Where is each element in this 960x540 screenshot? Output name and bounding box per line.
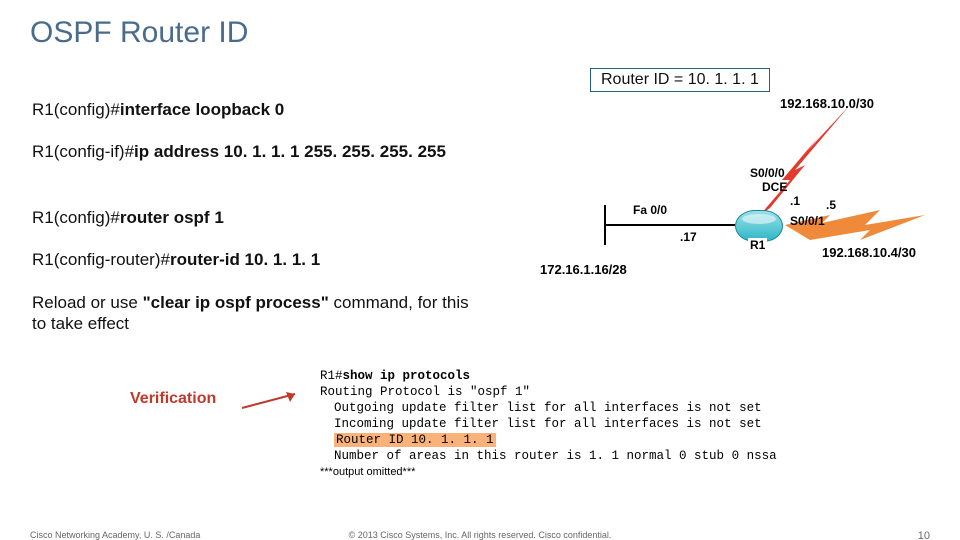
cmd4-prefix: R1(config-router)# xyxy=(32,250,170,269)
command-block-2: R1(config)#router ospf 1 R1(config-route… xyxy=(32,208,472,335)
cmd-line-1: R1(config)#interface loopback 0 xyxy=(32,100,472,120)
verif-line-2: Outgoing update filter list for all inte… xyxy=(320,400,777,416)
int-label-fa00: Fa 0/0 xyxy=(633,203,667,217)
int-label-dce: DCE xyxy=(762,180,787,194)
verif-line-1: Routing Protocol is "ospf 1" xyxy=(320,384,777,400)
cmd3-command: router ospf 1 xyxy=(120,208,224,227)
router-name: R1 xyxy=(748,238,767,252)
verification-arrow-icon xyxy=(240,388,310,418)
cmd-line-3: R1(config)#router ospf 1 xyxy=(32,208,472,228)
router-id-box: Router ID = 10. 1. 1. 1 xyxy=(590,68,770,92)
cmd3-prefix: R1(config)# xyxy=(32,208,120,227)
cmd1-prefix: R1(config)# xyxy=(32,100,120,119)
cmd1-command: interface loopback 0 xyxy=(120,100,284,119)
reload-note: Reload or use "clear ip ospf process" co… xyxy=(32,292,472,335)
reload-b: "clear ip ospf process" xyxy=(143,293,329,312)
net-label-top: 192.168.10.0/30 xyxy=(780,96,874,111)
slide-title: OSPF Router ID xyxy=(30,16,248,50)
verification-output: R1#show ip protocols Routing Protocol is… xyxy=(320,368,777,480)
cmd-line-2: R1(config-if)#ip address 10. 1. 1. 1 255… xyxy=(32,142,472,162)
page-number: 10 xyxy=(918,530,930,540)
verif-highlight: Router ID 10. 1. 1. 1 xyxy=(334,433,496,447)
verif-prompt: R1# xyxy=(320,369,343,383)
reload-a: Reload or use xyxy=(32,293,143,312)
footer-center: © 2013 Cisco Systems, Inc. All rights re… xyxy=(0,530,960,540)
command-block-1: R1(config)#interface loopback 0 R1(confi… xyxy=(32,100,472,184)
dot-1: .1 xyxy=(790,194,800,208)
int-label-s001: S0/0/1 xyxy=(790,214,825,228)
verif-cmd: show ip protocols xyxy=(343,369,471,383)
cmd4-command: router-id 10. 1. 1. 1 xyxy=(170,250,320,269)
dot-5: .5 xyxy=(826,198,836,212)
cmd2-command: ip address 10. 1. 1. 1 255. 255. 255. 25… xyxy=(134,142,446,161)
verification-label: Verification xyxy=(130,390,216,408)
verif-line-5: Number of areas in this router is 1. 1 n… xyxy=(320,448,777,464)
lightning-top-icon xyxy=(760,105,850,215)
net-label-left: 172.16.1.16/28 xyxy=(540,262,627,277)
cmd2-prefix: R1(config-if)# xyxy=(32,142,134,161)
dot-17: .17 xyxy=(680,230,697,244)
int-label-s000: S0/0/0 xyxy=(750,166,785,180)
verif-line-0: R1#show ip protocols xyxy=(320,368,777,384)
verif-line-3: Incoming update filter list for all inte… xyxy=(320,416,777,432)
verif-line-4: Router ID 10. 1. 1. 1 xyxy=(320,432,777,448)
cmd-line-4: R1(config-router)#router-id 10. 1. 1. 1 xyxy=(32,250,472,270)
verif-line-6: ***output omitted*** xyxy=(320,464,777,480)
diagram-svg xyxy=(530,90,930,290)
net-label-right: 192.168.10.4/30 xyxy=(822,245,916,260)
network-diagram: R1 192.168.10.0/30 192.168.10.4/30 172.1… xyxy=(530,90,930,280)
